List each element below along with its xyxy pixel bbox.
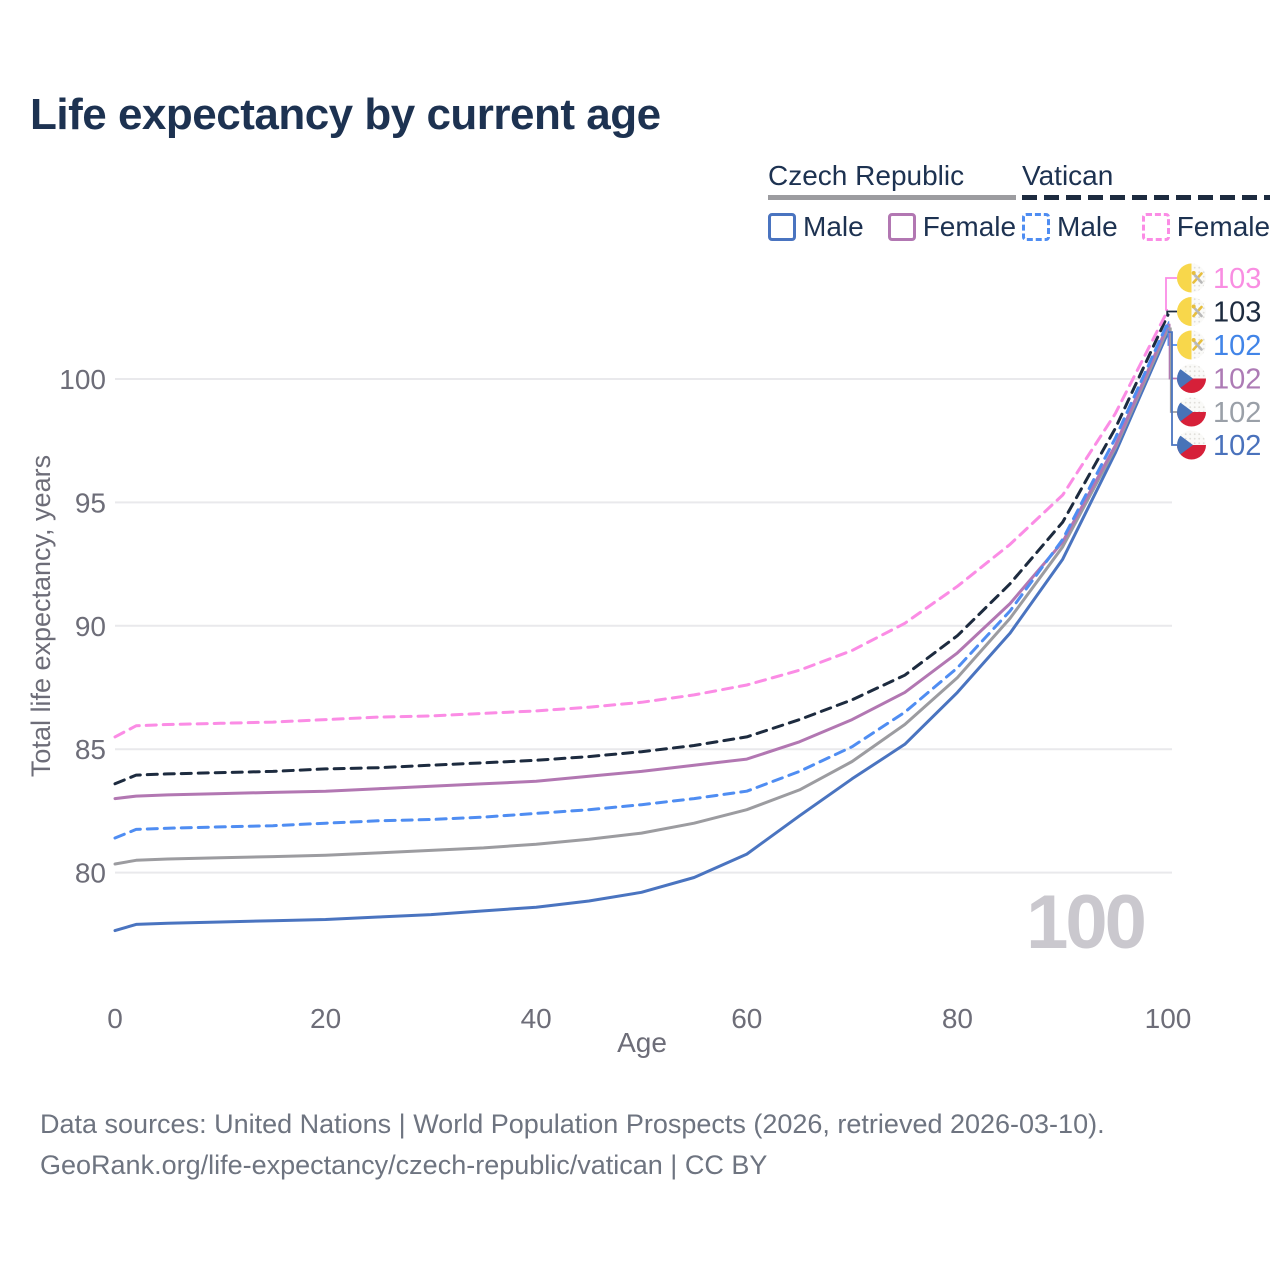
end-value-label-czech-republic-both-sexes: 102 <box>1213 397 1261 429</box>
y-tick-label-95: 95 <box>75 487 106 518</box>
vatican-flag-icon <box>1177 330 1206 360</box>
czech-republic-flag-icon <box>1177 430 1206 460</box>
series-lines <box>113 308 1170 933</box>
annotation-connector-vatican-both-sexes <box>1166 310 1177 316</box>
y-tick-label-100: 100 <box>59 364 106 395</box>
x-tick-label-60: 60 <box>731 1003 762 1034</box>
gridlines <box>115 378 1172 874</box>
y-tick-label-90: 90 <box>75 611 106 642</box>
czech-republic-flag-icon <box>1177 364 1206 393</box>
vatican-male-swatch-icon <box>1022 213 1050 241</box>
vatican-flag-icon <box>1177 297 1206 326</box>
vatican-female-swatch-icon <box>1141 213 1170 241</box>
annotation-connector-vatican-female <box>1165 277 1177 311</box>
x-tick-label-20: 20 <box>310 1003 341 1034</box>
watermark-100: 100 <box>1026 880 1145 965</box>
legend-item-label: Female <box>1176 211 1271 242</box>
y-axis-title: Total life expectancy, years <box>26 455 56 777</box>
watermark: 100 <box>1026 880 1148 965</box>
end-value-label-czech-republic-male: 102 <box>1213 430 1261 462</box>
legend-item-label: Male <box>803 211 864 242</box>
legend-item-label: Male <box>1057 211 1118 242</box>
vatican-flag-icon <box>1177 263 1206 293</box>
legend-group-czech-republic: Czech Republic Male Female <box>768 160 1017 243</box>
end-value-label-czech-republic-female: 102 <box>1213 364 1261 396</box>
legend-country-vatican: Vatican <box>1022 160 1114 191</box>
x-tick-label-100: 100 <box>1145 1003 1192 1034</box>
attribution-text: GeoRank.org/life-expectancy/czech-republ… <box>40 1150 768 1180</box>
czech-female-swatch-icon <box>887 213 916 241</box>
series-line-vatican-male <box>113 320 1170 840</box>
czech-republic-flag-icon <box>1177 397 1206 427</box>
series-line-czech-republic-male <box>113 330 1170 933</box>
x-axis-title: Age <box>617 1027 667 1058</box>
vatican-line-style-swatch <box>1022 195 1271 200</box>
series-line-czech-republic-female <box>113 323 1170 801</box>
x-tick-label-40: 40 <box>521 1003 552 1034</box>
end-value-label-vatican-male: 102 <box>1213 330 1261 362</box>
legend-country-czech-republic: Czech Republic <box>768 160 965 191</box>
czech-male-swatch-icon <box>768 213 796 241</box>
y-tick-label-85: 85 <box>75 734 106 765</box>
legend-item-vatican-female[interactable]: Female <box>1141 211 1271 243</box>
annotation-connector-czech-republic-male <box>1168 331 1177 446</box>
y-tick-label-80: 80 <box>75 858 106 889</box>
czech-republic-line-style-swatch <box>768 195 1017 200</box>
end-value-label-vatican-female: 103 <box>1213 263 1261 295</box>
footer: Data sources: United Nations | World Pop… <box>40 1104 1105 1186</box>
series-line-vatican-both-sexes <box>113 313 1170 786</box>
legend-item-vatican-male[interactable]: Male <box>1022 211 1118 243</box>
legend-group-vatican: Vatican Male Female <box>1022 160 1271 243</box>
legend-item-czech-female[interactable]: Female <box>887 211 1017 243</box>
series-line-czech-republic-both-sexes <box>113 326 1170 866</box>
data-sources-text: Data sources: United Nations | World Pop… <box>40 1109 1105 1139</box>
x-tick-label-80: 80 <box>942 1003 973 1034</box>
page-title: Life expectancy by current age <box>30 90 661 139</box>
x-tick-label-0: 0 <box>107 1003 123 1034</box>
axes: 80 85 90 95 100 0 20 40 60 80 100 Age Total life exp… <box>26 364 1191 1058</box>
legend-item-label: Female <box>922 211 1017 242</box>
annotation-connector-czech-republic-both-sexes <box>1168 327 1177 413</box>
legend-item-czech-male[interactable]: Male <box>768 211 864 243</box>
end-value-label-vatican-both-sexes: 103 <box>1213 297 1261 329</box>
series-line-vatican-female <box>113 308 1170 739</box>
annotation-connector-czech-republic-female <box>1168 323 1177 380</box>
